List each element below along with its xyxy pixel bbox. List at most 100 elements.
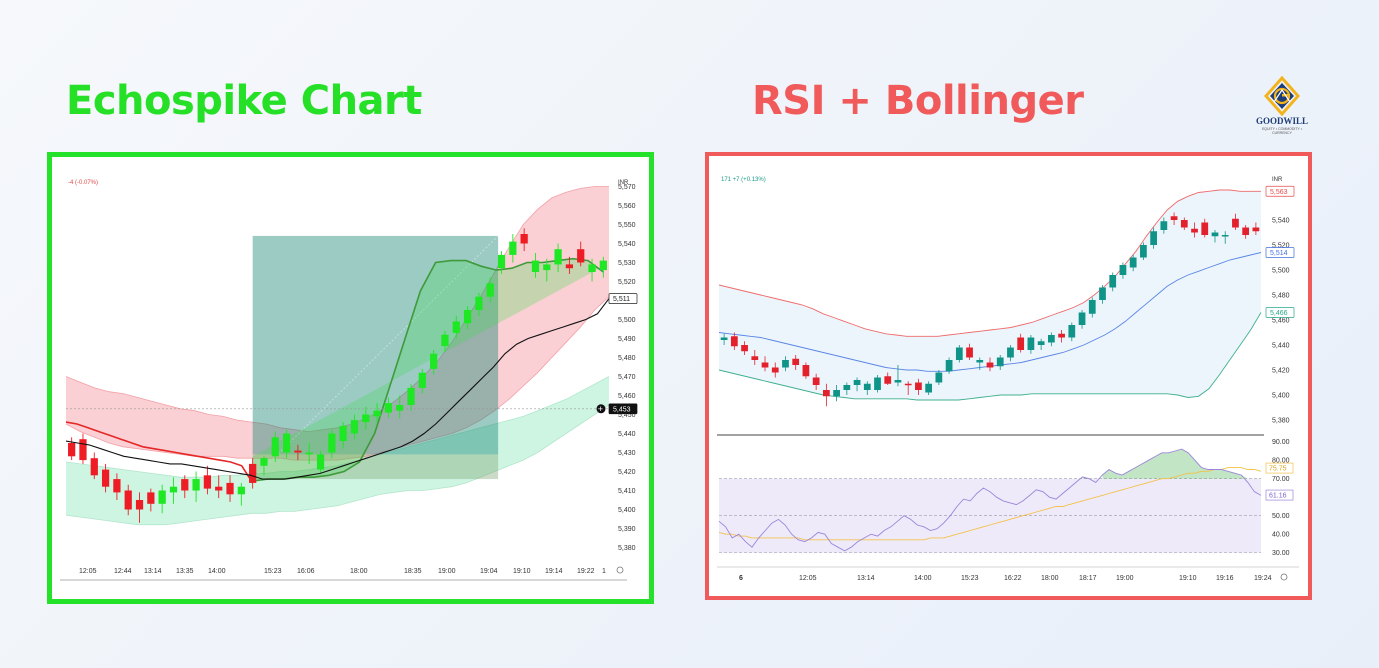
- logo-tagline: EQUITY • COMMODITY • CURRENCY: [1261, 127, 1303, 135]
- x-tick-label: 16:06: [297, 568, 315, 575]
- candle: [124, 490, 132, 510]
- band-red-fill: [66, 186, 609, 461]
- bollinger-upper: [718, 189, 1261, 337]
- x-tick-label: 12:05: [79, 568, 97, 575]
- candle: [1007, 347, 1014, 358]
- price-label-box: [1265, 185, 1295, 197]
- y-tick-label: 5,450: [618, 412, 636, 419]
- echospike-chart[interactable]: -4 (-0.07%) INR 5,380 5,390 5,400 5,410 5,420 5…: [52, 157, 649, 599]
- y-tick-label: 5,500: [1272, 268, 1290, 275]
- x-tick-label: 15:23: [264, 568, 282, 575]
- candle: [792, 358, 800, 365]
- candle: [955, 347, 963, 360]
- y-tick-label: 5,400: [618, 507, 636, 514]
- candle: [1129, 257, 1137, 268]
- candle: [396, 405, 404, 411]
- x-tick-label: 13:35: [176, 568, 194, 575]
- rsi-value-label: 61.16: [1269, 493, 1287, 500]
- candle: [237, 486, 245, 495]
- chart-title-rsi-bollinger: RSI + Bollinger: [752, 78, 1084, 124]
- candle: [486, 283, 494, 297]
- candle: [863, 383, 871, 390]
- band-green-upper: [65, 376, 610, 478]
- x-tick-label: 15:23: [961, 575, 979, 582]
- candle: [509, 241, 517, 255]
- price-label: 5,563: [1270, 189, 1288, 196]
- candle: [1180, 220, 1188, 228]
- price-label: 5,511: [613, 296, 630, 303]
- candle: [1160, 221, 1168, 230]
- candle: [1201, 222, 1209, 235]
- candle: [1232, 218, 1239, 228]
- candle: [986, 362, 994, 368]
- x-tick-label: 18:17: [1079, 575, 1097, 582]
- candle: [1109, 275, 1117, 288]
- position-stop-zone: [252, 454, 499, 480]
- y-tick-label: 5,490: [618, 336, 636, 343]
- candle: [843, 385, 851, 390]
- band-red-upper: [65, 186, 609, 433]
- candle: [305, 452, 313, 455]
- candle: [90, 458, 98, 476]
- candle: [802, 365, 810, 377]
- candle: [588, 264, 596, 272]
- position-target-zone: [252, 235, 499, 455]
- x-tick-label: 14:00: [914, 575, 932, 582]
- red-trend-line: [65, 421, 254, 484]
- price-label-box: [1265, 307, 1295, 318]
- price-label-box: [608, 403, 638, 415]
- candle: [730, 336, 738, 347]
- candle: [181, 479, 189, 491]
- y-tick-label: 5,420: [618, 469, 636, 476]
- goodwill-logo: GOODWILL EQUITY • COMMODITY • CURRENCY: [1252, 75, 1312, 138]
- candle: [1140, 245, 1147, 258]
- candle: [1027, 337, 1035, 350]
- x-tick-label: 6: [739, 575, 743, 582]
- candle: [113, 479, 121, 493]
- candle: [554, 249, 562, 265]
- price-label: 5,453: [613, 406, 631, 413]
- band-green-fill: [66, 376, 609, 525]
- candle: [751, 356, 759, 360]
- price-label-box: [608, 293, 638, 304]
- candle: [904, 383, 912, 386]
- candle: [884, 376, 892, 384]
- x-tick-label: 19:22: [577, 568, 595, 575]
- y-tick-label: 5,500: [618, 317, 636, 324]
- candle: [1017, 337, 1025, 350]
- x-tick-label: 16:22: [1004, 575, 1022, 582]
- x-tick-label: 13:14: [857, 575, 875, 582]
- bollinger-lower: [718, 312, 1262, 401]
- rsi-bollinger-chart[interactable]: 171 +7 (+0.13%) INR 5,380 5,400 5,420 5,440 5,…: [709, 156, 1308, 596]
- candle: [169, 486, 178, 493]
- echospike-fill: [252, 258, 604, 481]
- logo-wordmark: GOODWILL: [1255, 116, 1308, 126]
- y-tick-label: 5,430: [618, 450, 636, 457]
- candle: [350, 420, 359, 434]
- candle: [996, 357, 1004, 367]
- candle: [599, 260, 607, 271]
- y-tick-label: 5,460: [618, 393, 636, 400]
- candle: [543, 264, 551, 271]
- y-tick-label: 5,460: [1272, 318, 1290, 325]
- rsi-line: [718, 448, 1262, 552]
- candle: [339, 425, 347, 442]
- rsi-y-tick-label: 70.00: [1272, 476, 1290, 483]
- candle: [761, 362, 769, 368]
- candle: [1170, 216, 1178, 220]
- candle: [531, 260, 540, 272]
- candle: [1068, 325, 1076, 338]
- candle: [249, 463, 257, 483]
- rsi-ma-label: 75.75: [1269, 466, 1287, 473]
- x-tick-label: 1: [602, 568, 606, 575]
- candle: [1078, 312, 1086, 325]
- echospike-line: [252, 257, 604, 482]
- candle: [1047, 335, 1055, 343]
- x-tick-label: 18:00: [350, 568, 368, 575]
- candle: [915, 382, 922, 390]
- x-tick-label: 14:00: [208, 568, 226, 575]
- candle: [475, 296, 483, 310]
- candle: [1119, 265, 1127, 275]
- candle: [271, 437, 279, 457]
- x-tick-label: 19:00: [438, 568, 456, 575]
